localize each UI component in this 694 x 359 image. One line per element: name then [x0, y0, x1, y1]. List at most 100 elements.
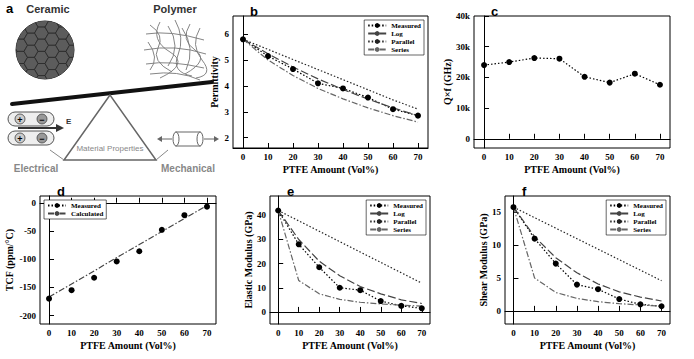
- svg-text:20: 20: [90, 328, 100, 338]
- svg-text:60: 60: [397, 328, 407, 338]
- svg-text:Series: Series: [633, 226, 651, 234]
- svg-text:50: 50: [157, 328, 167, 338]
- svg-text:Measured: Measured: [71, 202, 101, 210]
- svg-text:a: a: [6, 1, 14, 16]
- svg-text:50: 50: [364, 152, 374, 162]
- svg-text:0: 0: [241, 152, 246, 162]
- svg-text:20: 20: [551, 328, 561, 338]
- svg-text:10: 10: [264, 152, 274, 162]
- svg-text:Material Properties: Material Properties: [76, 144, 143, 153]
- svg-text:Series: Series: [393, 226, 411, 234]
- svg-text:Elastic Modulus (GPa): Elastic Modulus (GPa): [243, 211, 255, 308]
- svg-text:3: 3: [225, 107, 230, 117]
- svg-text:70: 70: [655, 152, 665, 162]
- svg-text:10: 10: [530, 328, 540, 338]
- svg-text:PTFE Amount (Vol%): PTFE Amount (Vol%): [540, 340, 636, 352]
- svg-text:10: 10: [257, 283, 267, 293]
- svg-text:0: 0: [482, 152, 487, 162]
- svg-text:50: 50: [605, 152, 615, 162]
- svg-text:10: 10: [67, 328, 77, 338]
- svg-text:20: 20: [530, 152, 540, 162]
- svg-text:5: 5: [497, 273, 502, 283]
- svg-text:Mechanical: Mechanical: [161, 163, 215, 174]
- svg-text:+: +: [17, 134, 22, 144]
- svg-text:40: 40: [339, 152, 349, 162]
- svg-text:30k: 30k: [456, 42, 470, 52]
- svg-text:6: 6: [225, 29, 230, 39]
- svg-text:70: 70: [417, 328, 427, 338]
- svg-text:b: b: [250, 4, 258, 19]
- svg-text:-200: -200: [20, 311, 37, 321]
- svg-text:Measured: Measured: [633, 202, 663, 210]
- svg-text:TCF (ppm/°C): TCF (ppm/°C): [4, 229, 16, 291]
- svg-text:10: 10: [294, 328, 304, 338]
- svg-text:2: 2: [225, 133, 230, 143]
- svg-text:0: 0: [276, 328, 281, 338]
- svg-text:c: c: [491, 4, 498, 19]
- svg-text:d: d: [57, 184, 65, 199]
- svg-text:40: 40: [135, 328, 145, 338]
- svg-text:10k: 10k: [456, 103, 470, 113]
- svg-text:10: 10: [505, 152, 515, 162]
- svg-text:40k: 40k: [456, 11, 470, 21]
- svg-text:Log: Log: [633, 210, 645, 218]
- svg-text:15: 15: [492, 207, 502, 217]
- svg-text:0: 0: [32, 198, 37, 208]
- svg-text:40: 40: [356, 328, 366, 338]
- svg-text:20k: 20k: [456, 72, 470, 82]
- svg-text:40: 40: [257, 210, 267, 220]
- svg-text:30: 30: [572, 328, 582, 338]
- svg-text:Permittivity: Permittivity: [209, 56, 220, 108]
- svg-text:Measured: Measured: [391, 22, 421, 30]
- svg-text:Parallel: Parallel: [633, 218, 656, 226]
- svg-text:60: 60: [180, 328, 190, 338]
- svg-text:PTFE Amount (Vol%): PTFE Amount (Vol%): [80, 340, 176, 352]
- svg-text:PTFE Amount (Vol%): PTFE Amount (Vol%): [524, 164, 620, 176]
- svg-text:0: 0: [497, 306, 502, 316]
- svg-text:Log: Log: [391, 30, 403, 38]
- svg-text:Series: Series: [391, 46, 409, 54]
- svg-text:20: 20: [289, 152, 299, 162]
- svg-text:40: 40: [580, 152, 590, 162]
- svg-text:−: −: [39, 115, 44, 125]
- svg-text:50: 50: [615, 328, 625, 338]
- svg-text:60: 60: [630, 152, 640, 162]
- svg-text:-150: -150: [20, 282, 37, 292]
- svg-text:+: +: [17, 115, 22, 125]
- svg-text:-50: -50: [24, 226, 36, 236]
- svg-text:−: −: [39, 134, 44, 144]
- svg-text:Calculated: Calculated: [71, 210, 103, 218]
- svg-text:30: 30: [335, 328, 345, 338]
- svg-text:Polymer: Polymer: [153, 3, 197, 15]
- svg-text:30: 30: [112, 328, 122, 338]
- svg-text:70: 70: [414, 152, 424, 162]
- svg-text:Electrical: Electrical: [14, 163, 59, 174]
- svg-text:60: 60: [389, 152, 399, 162]
- svg-text:f: f: [522, 184, 527, 199]
- svg-text:e: e: [287, 184, 294, 199]
- svg-text:Parallel: Parallel: [393, 218, 416, 226]
- svg-text:70: 70: [202, 328, 212, 338]
- svg-text:Q×f (GHz): Q×f (GHz): [442, 59, 454, 105]
- svg-text:4: 4: [225, 81, 230, 91]
- svg-text:30: 30: [314, 152, 324, 162]
- svg-text:50: 50: [376, 328, 386, 338]
- svg-text:60: 60: [636, 328, 646, 338]
- svg-text:Shear Modulus (GPa): Shear Modulus (GPa): [478, 213, 490, 306]
- svg-text:5: 5: [225, 55, 230, 65]
- svg-text:0: 0: [466, 134, 471, 144]
- svg-text:10: 10: [492, 240, 502, 250]
- svg-text:Ceramic: Ceramic: [26, 3, 69, 15]
- svg-text:Parallel: Parallel: [391, 38, 414, 46]
- svg-text:40: 40: [594, 328, 604, 338]
- svg-text:-100: -100: [20, 254, 37, 264]
- svg-text:20: 20: [315, 328, 325, 338]
- svg-text:70: 70: [657, 328, 667, 338]
- svg-text:PTFE Amount (Vol%): PTFE Amount (Vol%): [302, 340, 398, 352]
- svg-text:PTFE Amount (Vol%): PTFE Amount (Vol%): [283, 164, 379, 176]
- svg-text:0: 0: [47, 328, 52, 338]
- svg-text:30: 30: [555, 152, 565, 162]
- svg-text:E: E: [66, 117, 72, 126]
- svg-text:Log: Log: [393, 210, 405, 218]
- svg-text:0: 0: [262, 307, 267, 317]
